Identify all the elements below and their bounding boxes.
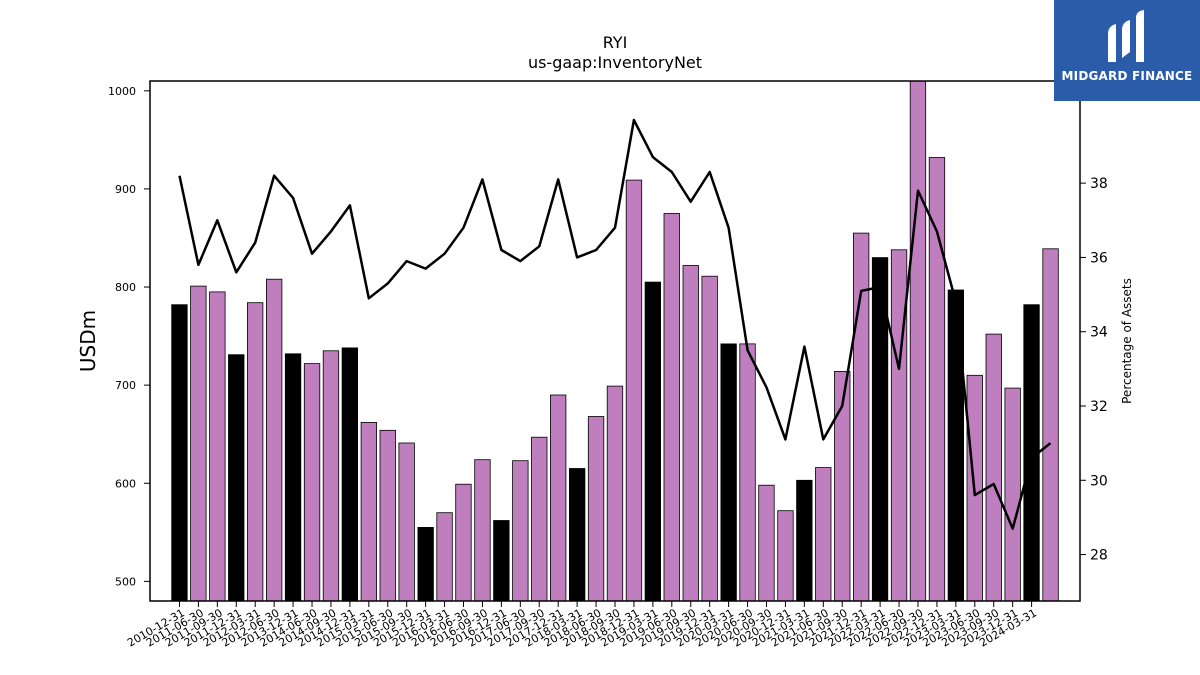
bar [398, 442, 415, 601]
x-axis: 2010-12-312011-06-302011-09-302011-12-31… [125, 601, 1039, 650]
chart-subtitle: us-gaap:InventoryNet [528, 53, 702, 72]
bar [758, 484, 775, 601]
bar-highlight [871, 257, 889, 601]
y-tick-label: 500 [115, 575, 136, 588]
bar [512, 460, 529, 601]
bar [815, 467, 832, 601]
bar-highlight [720, 343, 737, 601]
percentage-line [178, 118, 1052, 530]
bar [890, 249, 908, 601]
y2-tick-label: 36 [1090, 250, 1108, 266]
bar [474, 459, 491, 601]
y-axis-label: USDm [76, 310, 100, 372]
midgard-finance-logo: MIDGARD FINANCE [1054, 0, 1200, 101]
bar [625, 179, 643, 601]
logo-text: MIDGARD FINANCE [1061, 69, 1193, 83]
bar [265, 278, 283, 601]
bar [360, 421, 378, 601]
percentage-line-group [178, 118, 1052, 530]
bar-highlight [228, 354, 245, 601]
bar [909, 81, 927, 601]
midgard-logo-icon [1108, 10, 1144, 62]
y-tick-label: 1000 [108, 85, 136, 98]
bar [246, 302, 264, 601]
y-tick-label: 800 [115, 281, 136, 294]
bar [531, 436, 548, 601]
bar-highlight [171, 304, 188, 601]
y-tick-label: 700 [115, 379, 136, 392]
y-tick-label: 900 [115, 183, 136, 196]
bar-highlight [796, 479, 813, 601]
bar [190, 285, 207, 601]
bar [379, 429, 396, 601]
bar-highlight [341, 347, 359, 601]
bar [853, 232, 870, 601]
y-axis: 500 600 700 800 900 1000 [108, 85, 150, 588]
bar [739, 343, 756, 601]
y-tick-label: 600 [115, 477, 136, 490]
bar-highlight [284, 353, 302, 601]
chart-title: RYI [603, 33, 628, 52]
bar-highlight [569, 468, 586, 601]
bar [985, 333, 1002, 601]
bar [606, 385, 624, 601]
bar [701, 275, 718, 601]
y2-tick-label: 30 [1090, 473, 1108, 489]
y2-tick-label: 28 [1090, 548, 1108, 564]
bar-highlight [947, 289, 964, 601]
bar [928, 157, 946, 601]
bar [834, 370, 851, 601]
bar [777, 510, 794, 601]
bar [1042, 248, 1059, 601]
y2-tick-label: 38 [1090, 176, 1108, 192]
bar [663, 213, 680, 601]
y2-axis-label: Percentage of Assets [1120, 278, 1134, 404]
bar-highlight [644, 281, 661, 601]
bar [550, 394, 567, 601]
bar [587, 416, 605, 601]
y2-axis: 28 30 32 34 36 38 [1080, 176, 1108, 564]
y2-tick-label: 34 [1090, 325, 1108, 341]
bar [209, 291, 226, 601]
bar-highlight [417, 527, 434, 601]
bar [436, 512, 453, 601]
bar-highlight [493, 520, 510, 601]
bar [455, 483, 472, 601]
y2-tick-label: 32 [1090, 399, 1108, 415]
bars-group [171, 81, 1059, 601]
bar [1004, 387, 1021, 601]
bar [682, 265, 699, 601]
bar [303, 363, 321, 601]
bar [322, 350, 340, 601]
